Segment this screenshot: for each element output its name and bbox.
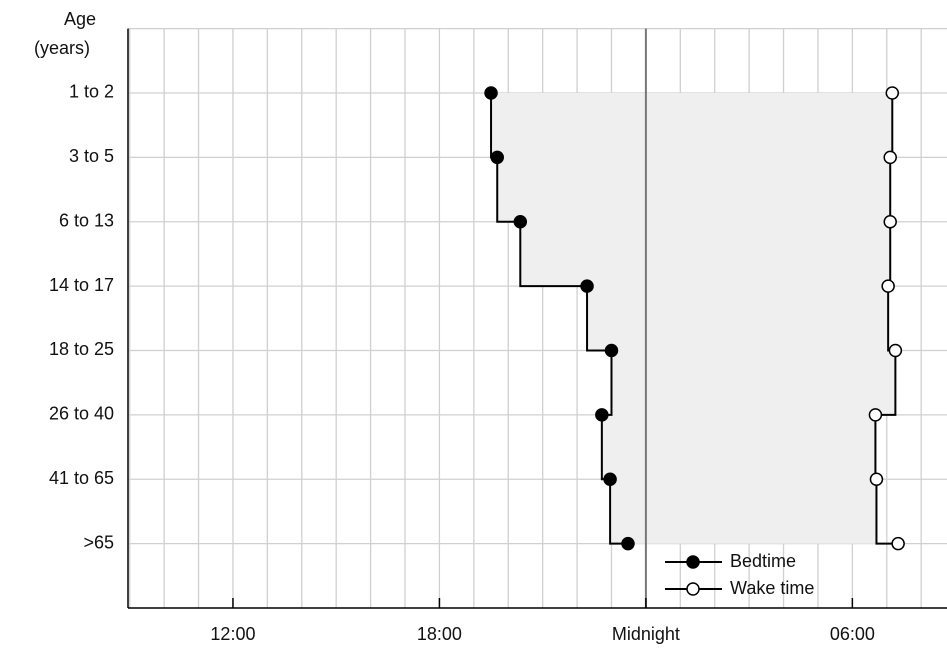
y-tick-label: 1 to 2: [69, 82, 114, 102]
marker: [490, 150, 504, 165]
marker: [595, 408, 609, 422]
step-line: [496, 157, 521, 223]
marker: [885, 86, 900, 100]
shaded-range: [491, 92, 899, 544]
legend-marker: [686, 555, 700, 569]
marker: [869, 472, 884, 486]
marker: [891, 536, 905, 551]
step-line: [887, 286, 896, 352]
step-line: [586, 286, 612, 352]
step-line: [601, 350, 613, 416]
x-tick-label: 12:00: [210, 624, 255, 644]
legend: Bedtime Wake time: [665, 551, 814, 598]
marker: [603, 472, 617, 486]
marker: [604, 343, 619, 358]
marker: [580, 279, 594, 293]
x-tick-label: 06:00: [830, 624, 875, 644]
y-tick-label: 3 to 5: [69, 146, 114, 166]
marker: [883, 214, 897, 229]
y-axis-label: (years): [34, 38, 90, 58]
y-tick-label: >65: [83, 532, 114, 552]
marker: [888, 343, 903, 358]
legend-label: Wake time: [730, 578, 814, 598]
marker: [881, 279, 895, 293]
y-tick-label: 14 to 17: [49, 275, 114, 295]
step-line: [875, 479, 899, 545]
legend-marker: [686, 582, 700, 596]
x-tick-label: Midnight: [612, 624, 680, 644]
marker: [868, 408, 883, 422]
x-tick-label: 18:00: [417, 624, 462, 644]
step-line: [519, 221, 588, 288]
marker: [484, 86, 498, 100]
y-axis-label: Age: [64, 9, 96, 29]
y-tick-label: 26 to 40: [49, 404, 114, 424]
y-tick-label: 18 to 25: [49, 339, 114, 359]
marker: [621, 536, 635, 551]
y-tick-label: 6 to 13: [59, 210, 114, 230]
marker: [513, 214, 528, 229]
y-tick-label: 41 to 65: [49, 468, 114, 488]
marker: [883, 150, 897, 165]
step-line: [874, 414, 877, 481]
legend-label: Bedtime: [730, 551, 796, 571]
